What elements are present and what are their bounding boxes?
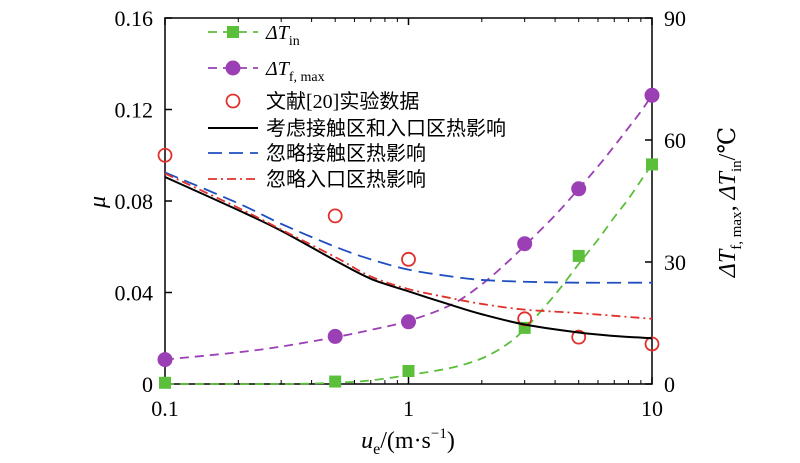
legend-label: 忽略接触区热影响 — [266, 142, 426, 165]
y-right-axis-title: ΔTf, max, ΔTin/℃ — [715, 127, 745, 278]
y-left-tick-label: 0.04 — [115, 281, 154, 306]
data-point-square — [572, 249, 585, 262]
legend-item-5: 忽略入口区热影响 — [208, 168, 426, 191]
data-point-circle — [517, 236, 533, 252]
legend-label: ΔTf, max — [265, 58, 325, 85]
x-axis-title-close: ) — [447, 428, 455, 454]
y-left-tick-label: 0 — [142, 372, 153, 397]
y-left-tick-label: 0.16 — [115, 6, 154, 31]
y-right-title-s1: f, max — [729, 211, 745, 250]
series-4 — [164, 171, 653, 284]
legend-label: 忽略入口区热影响 — [266, 168, 426, 191]
legend-marker-square — [227, 26, 239, 38]
legend-label: 文献[20]实验数据 — [266, 90, 419, 113]
series-line — [164, 172, 653, 320]
legend-label-var: ΔT — [265, 22, 291, 44]
legend-label: 考虑接触区和入口区热影响 — [266, 117, 506, 140]
data-point-circle — [327, 328, 343, 344]
legend-marker-open-circle — [225, 93, 241, 109]
legend-item-4: 忽略接触区热影响 — [208, 142, 426, 165]
x-tick-label: 0.1 — [151, 396, 179, 421]
y-right-tick-label: 30 — [664, 250, 686, 275]
x-axis-title: ue/(m·s−1) — [361, 426, 455, 458]
data-point-square — [329, 375, 342, 388]
series-1 — [157, 87, 660, 368]
y-right-title-d1: ΔT — [715, 248, 741, 278]
data-point-square — [159, 376, 171, 389]
data-point-circle — [157, 352, 173, 368]
series-2 — [157, 147, 660, 352]
legend-item-3: 考虑接触区和入口区热影响 — [208, 117, 506, 140]
data-point-circle — [571, 181, 587, 197]
series-line — [164, 163, 653, 385]
series-layer — [157, 87, 660, 389]
data-point-circle — [401, 314, 416, 330]
data-point-circle — [644, 87, 660, 103]
data-point-square — [646, 158, 658, 171]
y-left-tick-label: 0.12 — [115, 98, 154, 123]
data-point-open-circle — [327, 208, 343, 224]
y-left-axis-title: μ — [85, 196, 111, 209]
legend-item-2: 文献[20]实验数据 — [225, 90, 419, 113]
x-tick-label: 1 — [403, 396, 414, 421]
data-point-open-circle — [157, 147, 173, 163]
data-point-square — [402, 364, 415, 377]
y-right-title-unit: /℃ — [715, 127, 741, 161]
legend-label-sub: f, max — [289, 70, 325, 85]
x-axis-title-unit: /(m·s — [380, 428, 431, 454]
series-line — [164, 171, 653, 284]
legend-label-var: ΔT — [265, 58, 291, 80]
data-point-open-circle — [401, 251, 416, 267]
x-axis-title-sup: −1 — [431, 426, 447, 442]
legend-item-1: ΔTf, max — [208, 58, 325, 85]
y-left-tick-label: 0.08 — [115, 189, 154, 214]
y-right-tick-label: 90 — [664, 6, 686, 31]
series-line — [164, 94, 653, 361]
legend-marker-circle — [225, 60, 241, 76]
series-0 — [159, 158, 658, 389]
series-3 — [164, 176, 653, 340]
legend-item-0: ΔTin — [208, 22, 300, 49]
series-line — [164, 176, 653, 340]
x-tick-label: 10 — [641, 396, 663, 421]
series-5 — [164, 172, 653, 320]
data-point-open-circle — [571, 329, 587, 345]
legend-label-sub: in — [289, 34, 300, 49]
y-right-title-s2: in — [729, 160, 745, 172]
y-right-tick-label: 60 — [664, 128, 686, 153]
y-right-title-d2: ΔT — [715, 170, 741, 200]
legend-label: ΔTin — [265, 22, 300, 49]
x-axis-title-var: u — [361, 428, 373, 454]
y-right-title-sep: , — [715, 199, 741, 211]
y-right-tick-label: 0 — [664, 372, 675, 397]
x-axis-title-sub: e — [373, 441, 380, 458]
